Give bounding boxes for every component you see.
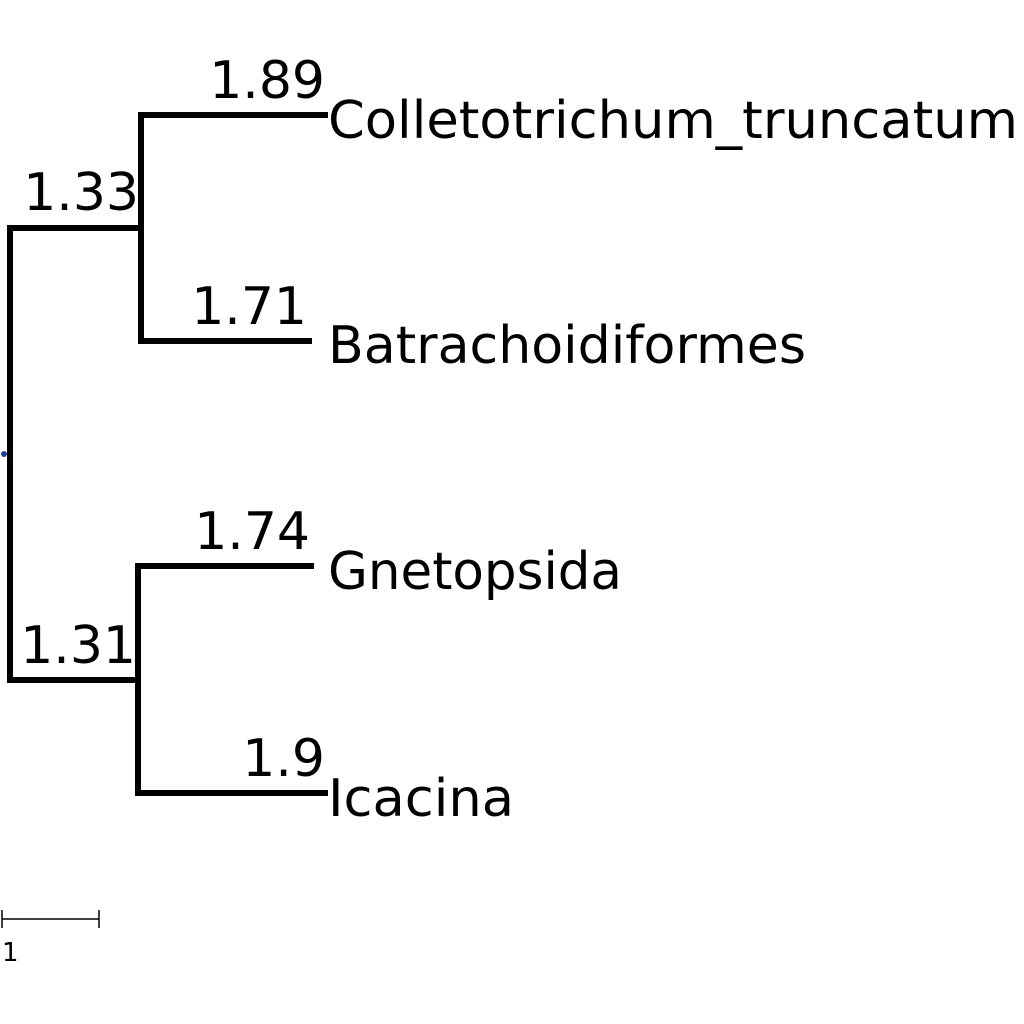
leaf-label-icacina: Icacina — [328, 769, 514, 829]
leaf-label-batrachoidiformes: Batrachoidiformes — [328, 316, 806, 376]
batrachoidiformes-branch-length-label: 1.71 — [191, 277, 307, 337]
leaf-label-colletotrichum: Colletotrichum_truncatum — [328, 91, 1018, 151]
upper-clade-support-label: 1.33 — [23, 163, 139, 223]
icacina-branch-length-label: 1.9 — [242, 729, 325, 789]
root-node-marker — [1, 451, 7, 457]
lower-clade-support-label: 1.31 — [20, 616, 136, 676]
scale-bar: 1 — [1, 910, 100, 968]
colletotrichum-branch-length-label: 1.89 — [209, 51, 325, 111]
gnetopsida-branch-length-label: 1.74 — [194, 502, 310, 562]
scale-bar-label: 1 — [2, 938, 19, 968]
leaf-label-gnetopsida: Gnetopsida — [328, 542, 622, 602]
